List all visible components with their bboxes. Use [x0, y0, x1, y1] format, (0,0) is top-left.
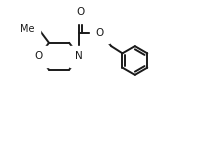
Text: Me: Me [20, 24, 35, 34]
Text: N: N [75, 51, 83, 61]
Text: O: O [35, 51, 43, 61]
Text: O: O [95, 28, 104, 38]
Text: O: O [76, 7, 85, 17]
